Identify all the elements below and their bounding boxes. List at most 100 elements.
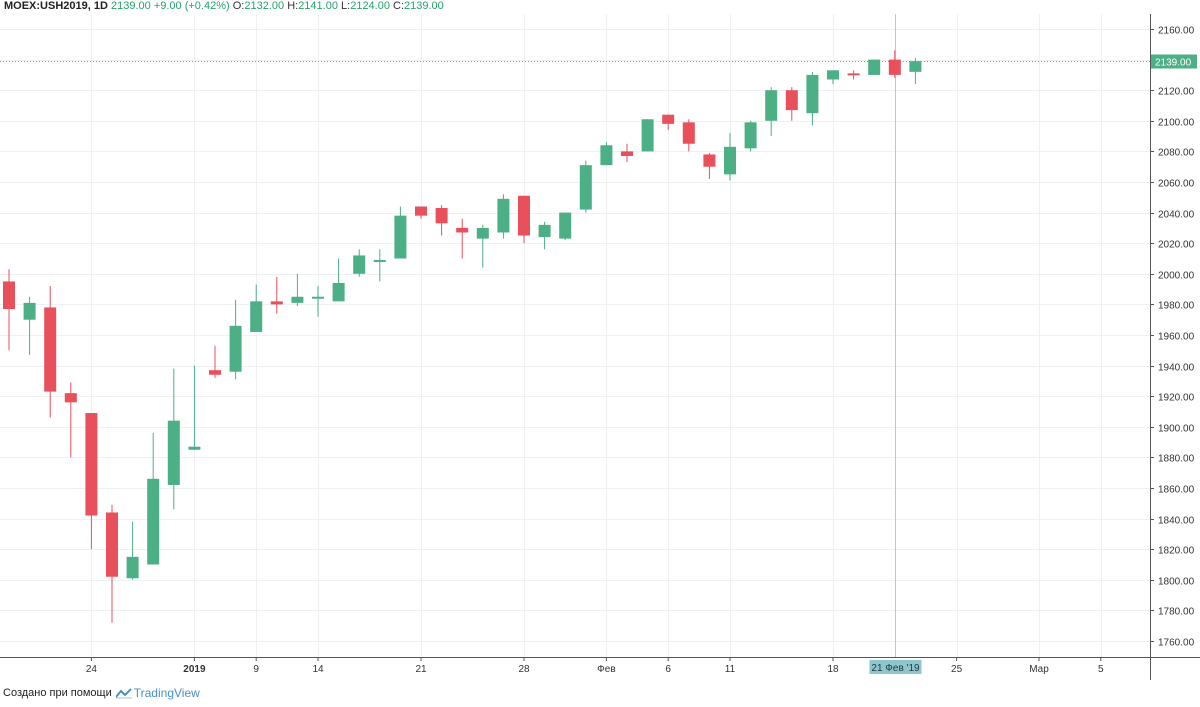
- candle-body: [332, 282, 345, 302]
- candle-body: [126, 556, 139, 579]
- close-label: C:: [393, 0, 405, 12]
- symbol-name[interactable]: MOEX:USH2019, 1D: [4, 0, 108, 12]
- created-with-text: Создано при помощи: [3, 687, 112, 699]
- candle-down: [682, 119, 695, 152]
- candle-body: [827, 70, 839, 80]
- candle-up: [559, 212, 572, 241]
- price-axis[interactable]: 1760.00 1780.00 1800.00 1820.00 1840.00 1860.…: [1150, 26, 1195, 649]
- candle-down: [85, 413, 98, 550]
- price-tick-label: 1920.00: [1158, 393, 1195, 404]
- candle-body: [188, 446, 201, 450]
- candle-body: [765, 90, 778, 121]
- candle-up: [250, 284, 263, 332]
- candle-body: [579, 165, 592, 210]
- candle-body: [641, 119, 654, 152]
- candle-body: [456, 227, 469, 233]
- crosshair-date-label: 21 Фев '19: [871, 663, 920, 674]
- candle-body: [85, 413, 98, 516]
- time-tick-label: 6: [665, 664, 671, 675]
- candle-body: [106, 512, 118, 577]
- candle-up: [724, 133, 736, 181]
- price-tick-label: 1780.00: [1158, 607, 1195, 618]
- candle-up: [868, 59, 881, 75]
- candle-up: [765, 87, 778, 137]
- time-tick-label: 11: [725, 664, 736, 675]
- time-tick-label: 9: [253, 664, 259, 675]
- candle-up: [476, 224, 489, 268]
- candle-body: [662, 114, 675, 124]
- grid: [0, 14, 1150, 657]
- time-tick-label: 2019: [183, 664, 206, 675]
- price-change: +9.00 (+0.42%): [153, 0, 230, 12]
- candle-down: [209, 345, 221, 378]
- price-tick-label: 2120.00: [1158, 87, 1195, 98]
- price-tick-label: 2000.00: [1158, 271, 1195, 282]
- candle-body: [476, 227, 489, 239]
- candle-down: [518, 195, 530, 244]
- candle-body: [744, 122, 757, 149]
- candle-body: [44, 307, 57, 392]
- symbol-legend: MOEX:USH2019, 1D 2139.00 +9.00 (+0.42%) …: [4, 0, 444, 12]
- last-price-badge: [1151, 54, 1197, 69]
- tradingview-link[interactable]: TradingView: [115, 686, 200, 700]
- price-tick-label: 1760.00: [1158, 638, 1195, 649]
- tradingview-brand-text: TradingView: [133, 686, 200, 700]
- candle-up: [126, 521, 139, 580]
- candle-down: [44, 286, 57, 418]
- candle-up: [373, 249, 386, 282]
- price-tick-label: 2060.00: [1158, 179, 1195, 190]
- candle-body: [167, 420, 180, 485]
- candle-up: [600, 142, 613, 166]
- price-tick-label: 2100.00: [1158, 118, 1195, 129]
- time-tick-label: 18: [827, 664, 839, 675]
- candle-down: [847, 70, 860, 80]
- candle-up: [579, 160, 592, 213]
- high-label: H:: [287, 0, 299, 12]
- candle-up: [806, 71, 819, 126]
- price-tick-label: 1900.00: [1158, 424, 1195, 435]
- price-tick-label: 1840.00: [1158, 516, 1195, 527]
- time-tick-label: 25: [951, 664, 963, 675]
- candle-body: [682, 122, 695, 144]
- candle-body: [703, 154, 716, 167]
- time-tick-label: 5: [1098, 664, 1104, 675]
- candle-down: [888, 50, 901, 78]
- open-label: O:: [232, 0, 245, 12]
- candle-up: [188, 365, 201, 450]
- candle-up: [641, 119, 654, 152]
- crosshair-date-badge: [869, 660, 922, 674]
- candle-body: [435, 208, 448, 224]
- candle-body: [312, 296, 324, 299]
- price-tick-label: 1860.00: [1158, 485, 1195, 496]
- candle-body: [559, 212, 572, 239]
- candle-body: [394, 215, 407, 259]
- candle-body: [415, 206, 427, 216]
- candle-up: [147, 432, 160, 565]
- footer: Создано при помощи TradingView: [3, 686, 200, 700]
- candle-up: [827, 70, 839, 85]
- close-value: 2139.00: [404, 0, 444, 12]
- tradingview-logo-icon: [115, 687, 132, 698]
- candle-body: [64, 393, 77, 403]
- candle-down: [3, 269, 15, 351]
- candle-down: [456, 218, 469, 259]
- candle-down: [106, 504, 118, 623]
- price-tick-label: 2040.00: [1158, 210, 1195, 221]
- candle-up: [229, 299, 242, 380]
- candle-body: [847, 73, 860, 76]
- time-tick-label: Фев: [597, 664, 615, 675]
- candle-body: [909, 61, 922, 72]
- candle-down: [415, 206, 427, 219]
- candle-body: [3, 281, 15, 309]
- candle-body: [538, 224, 551, 238]
- time-tick-label: 28: [518, 664, 530, 675]
- price-tick-label: 2160.00: [1158, 26, 1195, 37]
- price-tick-label: 1880.00: [1158, 454, 1195, 465]
- candle-body: [291, 296, 304, 303]
- price-tick-label: 1980.00: [1158, 301, 1195, 312]
- time-axis[interactable]: 24 2019 9 14 21 28 Фев 6 11 18 25 Мар 5: [86, 657, 1104, 675]
- candle-body: [621, 151, 633, 156]
- candle-body: [724, 146, 736, 175]
- candle-body: [209, 370, 221, 375]
